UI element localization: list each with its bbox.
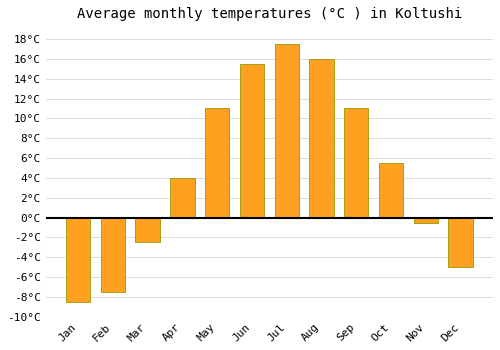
Bar xyxy=(414,218,438,223)
Bar xyxy=(274,44,299,218)
Title: Average monthly temperatures (°C ) in Koltushi: Average monthly temperatures (°C ) in Ko… xyxy=(76,7,462,21)
Bar xyxy=(379,163,403,218)
Bar xyxy=(240,64,264,218)
Bar xyxy=(136,218,160,243)
Bar xyxy=(66,218,90,302)
Bar xyxy=(344,108,368,218)
Bar xyxy=(448,218,472,267)
Bar xyxy=(100,218,125,292)
Bar xyxy=(170,178,194,218)
Bar xyxy=(310,59,334,218)
Bar xyxy=(205,108,230,218)
